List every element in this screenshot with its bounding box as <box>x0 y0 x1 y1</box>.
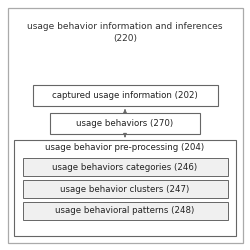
Bar <box>50 113 200 134</box>
Text: usage behavior information and inferences: usage behavior information and inference… <box>27 22 223 31</box>
Bar <box>22 202 228 220</box>
Bar <box>32 85 218 106</box>
Text: (220): (220) <box>113 34 137 43</box>
Text: usage behaviors categories (246): usage behaviors categories (246) <box>52 163 198 172</box>
Bar <box>22 180 228 198</box>
Text: captured usage information (202): captured usage information (202) <box>52 91 198 100</box>
Bar <box>14 140 236 236</box>
Bar <box>22 158 228 176</box>
Text: usage behavior pre-processing (204): usage behavior pre-processing (204) <box>46 142 204 152</box>
Text: usage behavior clusters (247): usage behavior clusters (247) <box>60 184 190 194</box>
Text: usage behavioral patterns (248): usage behavioral patterns (248) <box>56 206 194 215</box>
Text: usage behaviors (270): usage behaviors (270) <box>76 119 174 128</box>
